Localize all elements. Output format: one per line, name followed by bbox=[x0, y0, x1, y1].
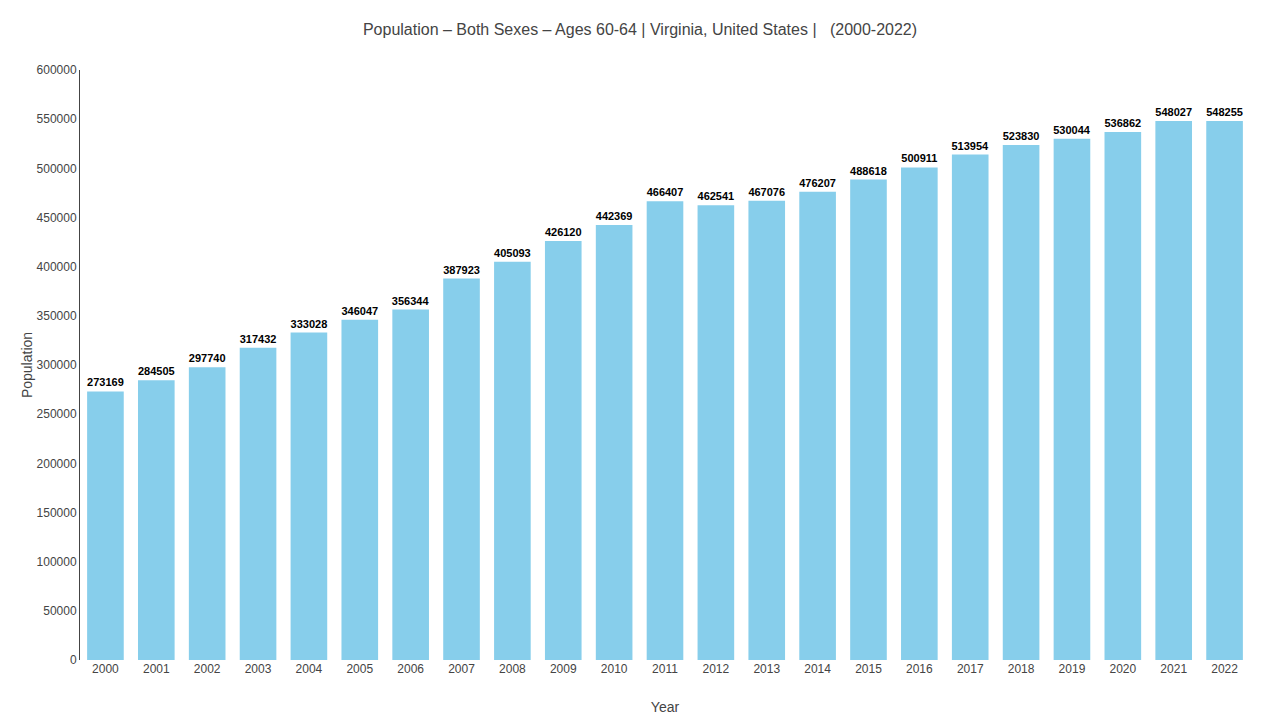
svg-text:317432: 317432 bbox=[240, 333, 277, 345]
svg-text:2008: 2008 bbox=[499, 662, 526, 676]
svg-text:333028: 333028 bbox=[291, 318, 328, 330]
svg-text:476207: 476207 bbox=[799, 177, 836, 189]
svg-text:Year: Year bbox=[651, 699, 680, 715]
svg-text:356344: 356344 bbox=[392, 295, 430, 307]
svg-text:523830: 523830 bbox=[1003, 130, 1040, 142]
svg-text:2022: 2022 bbox=[1211, 662, 1238, 676]
svg-text:284505: 284505 bbox=[138, 365, 175, 377]
svg-text:2018: 2018 bbox=[1008, 662, 1035, 676]
svg-text:2015: 2015 bbox=[855, 662, 882, 676]
svg-text:2005: 2005 bbox=[346, 662, 373, 676]
svg-text:2012: 2012 bbox=[703, 662, 730, 676]
svg-text:300000: 300000 bbox=[37, 358, 77, 372]
svg-text:442369: 442369 bbox=[596, 210, 633, 222]
svg-text:500911: 500911 bbox=[901, 152, 937, 164]
svg-text:Population – Both Sexes – Ages: Population – Both Sexes – Ages 60-64 | V… bbox=[363, 21, 917, 38]
svg-text:2013: 2013 bbox=[753, 662, 780, 676]
svg-text:513954: 513954 bbox=[951, 140, 989, 152]
svg-text:488618: 488618 bbox=[850, 165, 887, 177]
svg-text:2017: 2017 bbox=[957, 662, 984, 676]
svg-text:2010: 2010 bbox=[601, 662, 628, 676]
svg-text:400000: 400000 bbox=[37, 260, 77, 274]
svg-text:2007: 2007 bbox=[448, 662, 475, 676]
svg-text:548027: 548027 bbox=[1155, 106, 1192, 118]
svg-text:466407: 466407 bbox=[647, 186, 684, 198]
svg-text:2001: 2001 bbox=[143, 662, 170, 676]
svg-text:2000: 2000 bbox=[92, 662, 119, 676]
svg-text:297740: 297740 bbox=[189, 352, 226, 364]
svg-text:200000: 200000 bbox=[37, 457, 77, 471]
svg-text:2019: 2019 bbox=[1059, 662, 1086, 676]
svg-text:2014: 2014 bbox=[804, 662, 831, 676]
svg-text:346047: 346047 bbox=[341, 305, 378, 317]
svg-text:426120: 426120 bbox=[545, 226, 582, 238]
svg-text:Population: Population bbox=[19, 332, 35, 398]
svg-text:2021: 2021 bbox=[1160, 662, 1187, 676]
svg-text:2009: 2009 bbox=[550, 662, 577, 676]
svg-text:350000: 350000 bbox=[37, 309, 77, 323]
svg-text:50000: 50000 bbox=[43, 604, 77, 618]
svg-text:530044: 530044 bbox=[1053, 124, 1091, 136]
svg-text:2002: 2002 bbox=[194, 662, 221, 676]
svg-text:250000: 250000 bbox=[37, 407, 77, 421]
svg-text:2016: 2016 bbox=[906, 662, 933, 676]
svg-text:548255: 548255 bbox=[1206, 106, 1243, 118]
svg-text:500000: 500000 bbox=[37, 162, 77, 176]
svg-text:100000: 100000 bbox=[37, 555, 77, 569]
svg-text:387923: 387923 bbox=[443, 264, 480, 276]
svg-text:2003: 2003 bbox=[245, 662, 272, 676]
svg-text:2020: 2020 bbox=[1109, 662, 1136, 676]
svg-text:600000: 600000 bbox=[37, 63, 77, 77]
svg-text:550000: 550000 bbox=[37, 112, 77, 126]
svg-text:467076: 467076 bbox=[748, 186, 785, 198]
svg-text:0: 0 bbox=[70, 653, 77, 667]
svg-text:450000: 450000 bbox=[37, 211, 77, 225]
svg-text:2011: 2011 bbox=[652, 662, 678, 676]
svg-text:405093: 405093 bbox=[494, 247, 531, 259]
svg-text:462541: 462541 bbox=[698, 190, 735, 202]
svg-text:2004: 2004 bbox=[296, 662, 323, 676]
svg-text:2006: 2006 bbox=[397, 662, 424, 676]
svg-text:273169: 273169 bbox=[87, 376, 124, 388]
svg-text:150000: 150000 bbox=[37, 506, 77, 520]
svg-text:536862: 536862 bbox=[1104, 117, 1141, 129]
